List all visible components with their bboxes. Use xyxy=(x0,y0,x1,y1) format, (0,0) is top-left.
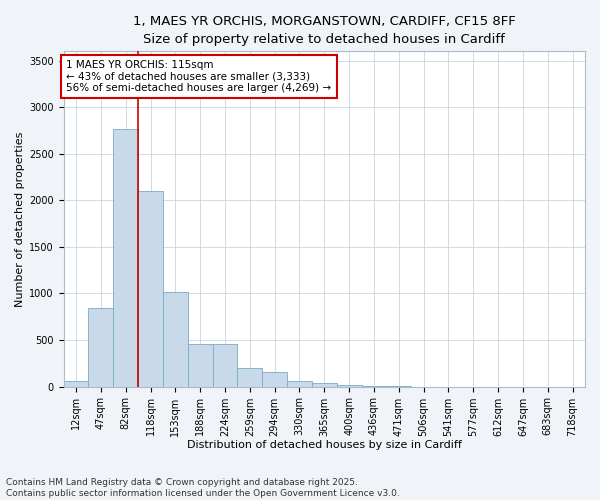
Bar xyxy=(262,372,287,386)
Bar xyxy=(163,292,188,386)
Text: Contains HM Land Registry data © Crown copyright and database right 2025.
Contai: Contains HM Land Registry data © Crown c… xyxy=(6,478,400,498)
Bar xyxy=(238,368,262,386)
Text: 1 MAES YR ORCHIS: 115sqm
← 43% of detached houses are smaller (3,333)
56% of sem: 1 MAES YR ORCHIS: 115sqm ← 43% of detach… xyxy=(66,60,331,93)
Bar xyxy=(337,384,362,386)
Bar xyxy=(312,384,337,386)
Bar xyxy=(188,344,212,387)
Title: 1, MAES YR ORCHIS, MORGANSTOWN, CARDIFF, CF15 8FF
Size of property relative to d: 1, MAES YR ORCHIS, MORGANSTOWN, CARDIFF,… xyxy=(133,15,515,46)
Bar xyxy=(138,191,163,386)
Y-axis label: Number of detached properties: Number of detached properties xyxy=(15,132,25,306)
X-axis label: Distribution of detached houses by size in Cardiff: Distribution of detached houses by size … xyxy=(187,440,462,450)
Bar xyxy=(287,382,312,386)
Bar xyxy=(64,381,88,386)
Bar xyxy=(88,308,113,386)
Bar xyxy=(212,344,238,387)
Bar xyxy=(113,128,138,386)
